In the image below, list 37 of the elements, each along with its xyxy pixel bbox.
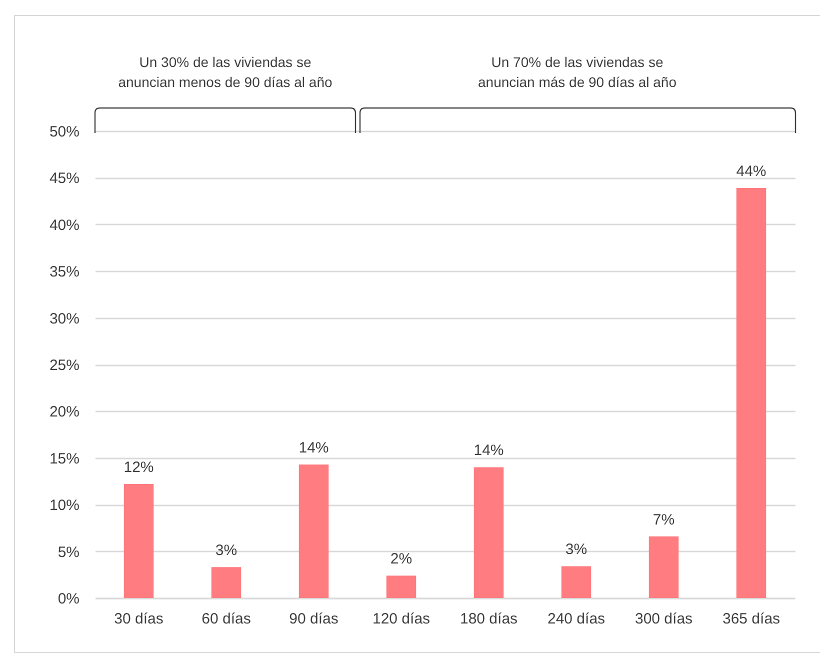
data-label: 44% — [736, 162, 766, 180]
y-tick-label: 15% — [49, 450, 80, 468]
y-tick-label: 20% — [49, 404, 80, 421]
x-tick-label: 120 días — [372, 610, 430, 628]
data-label: 3% — [565, 541, 588, 558]
data-label: 2% — [390, 550, 412, 568]
y-tick-label: 25% — [49, 357, 80, 374]
y-tick-label: 35% — [49, 264, 80, 281]
bar — [474, 467, 504, 598]
data-label: 14% — [298, 439, 329, 456]
y-tick-label: 5% — [58, 544, 80, 561]
data-label: 14% — [474, 442, 504, 460]
bar — [561, 566, 592, 598]
x-tick-label: 90 días — [289, 610, 338, 628]
y-tick-label: 40% — [49, 216, 80, 234]
data-label: 3% — [215, 542, 238, 560]
bar — [648, 536, 679, 598]
x-tick-label: 60 días — [202, 610, 251, 628]
bar — [298, 464, 329, 598]
data-label: 7% — [652, 511, 675, 528]
x-tick-label: 300 días — [634, 610, 693, 628]
x-tick-label: 30 días — [114, 610, 164, 628]
text: Un 70% de las viviendas se anuncian más de 90 días al año — [477, 53, 678, 92]
bar — [124, 484, 154, 598]
x-tick-label: 365 días — [722, 610, 780, 628]
y-tick-label: 0% — [58, 590, 80, 608]
x-tick-label: 180 días — [460, 610, 518, 628]
data-label: 12% — [124, 459, 154, 476]
bar — [386, 576, 416, 598]
y-tick-label: 50% — [49, 124, 80, 140]
bar — [736, 188, 766, 598]
x-tick-label: 240 días — [547, 610, 606, 628]
y-tick-label: 45% — [49, 170, 80, 188]
y-tick-label: 30% — [49, 310, 80, 328]
text: Un 30% de las viviendas se anuncian menos de 90 días al año — [117, 53, 334, 92]
y-tick-label: 10% — [49, 497, 80, 514]
bar — [211, 567, 242, 598]
